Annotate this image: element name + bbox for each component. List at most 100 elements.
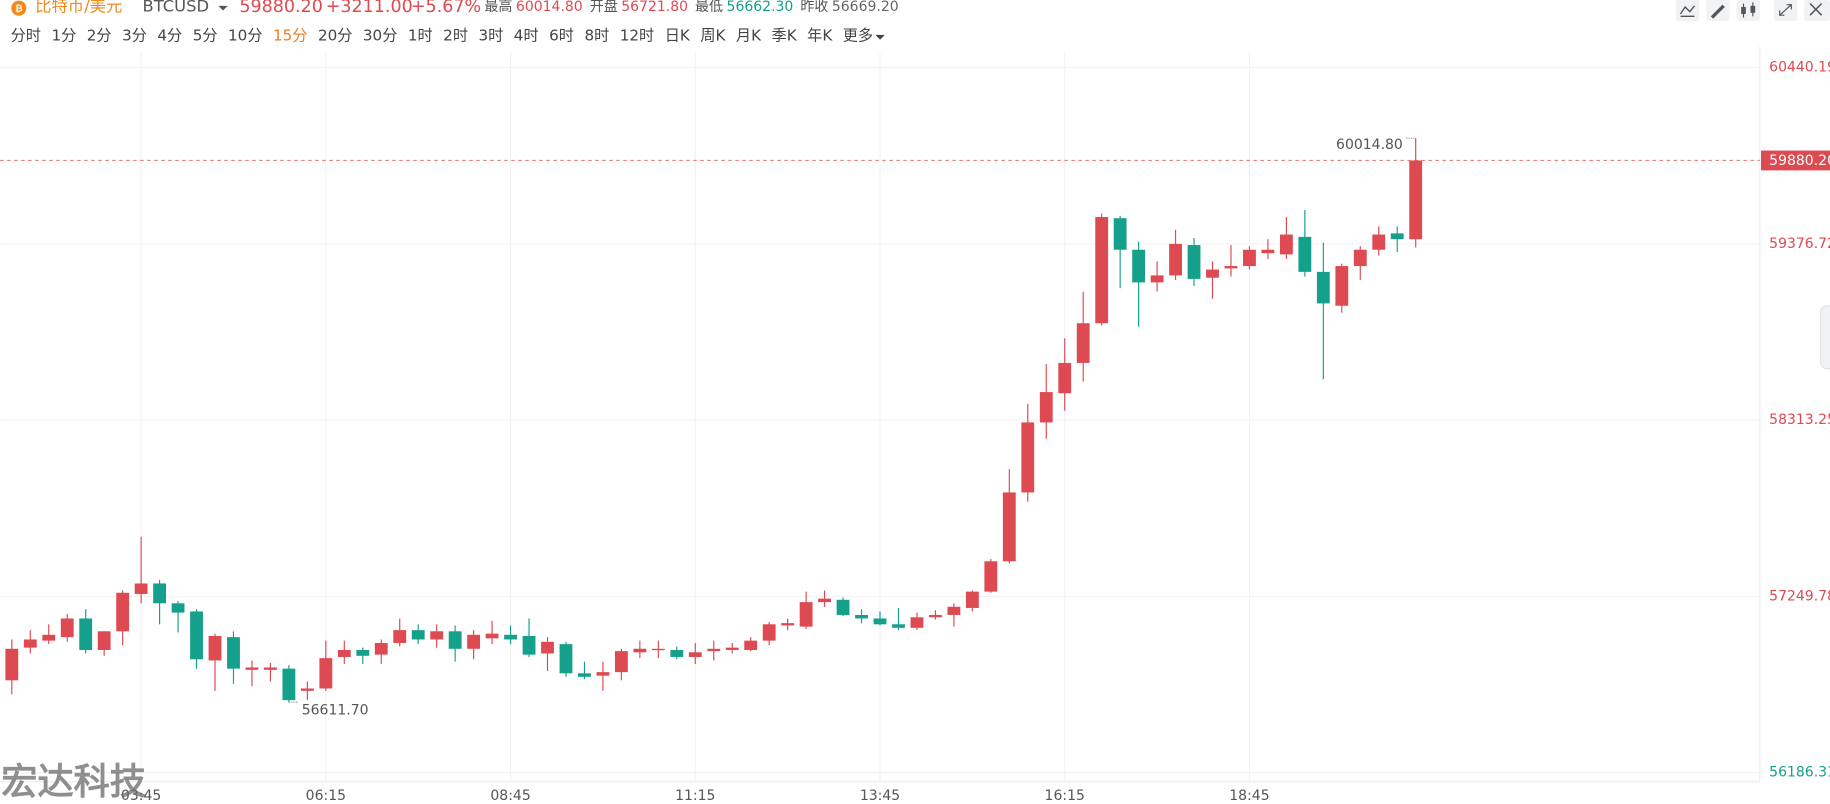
interval-tab[interactable]: 6时 — [549, 27, 574, 45]
stat-value: 60014.80 — [516, 0, 583, 15]
candle-body — [1095, 217, 1109, 324]
interval-tab[interactable]: 15分 — [273, 27, 307, 45]
candle-body — [984, 561, 998, 592]
stat-value: 56669.20 — [832, 0, 899, 15]
interval-tab[interactable]: 20分 — [318, 27, 352, 45]
interval-tab[interactable]: 1时 — [408, 27, 433, 45]
interval-tab[interactable]: 周K — [700, 27, 726, 45]
tool-fullscreen-icon — [1779, 4, 1792, 16]
candle-body — [430, 631, 444, 640]
candle-body — [965, 591, 979, 608]
interval-tab[interactable]: 年K — [807, 27, 833, 45]
candle-body — [1335, 266, 1349, 306]
candle-body — [1316, 271, 1330, 304]
interval-tab[interactable]: 3时 — [479, 27, 504, 45]
tool-close-icon — [1809, 2, 1823, 16]
candle-body — [245, 667, 259, 670]
candle-body — [892, 624, 905, 628]
candle-body — [1243, 249, 1256, 267]
interval-tab[interactable]: 分时 — [11, 27, 41, 45]
interval-tab[interactable]: 2时 — [443, 27, 468, 45]
candle-body — [1409, 160, 1423, 240]
candle-body — [1298, 236, 1312, 272]
interval-tab[interactable]: 10分 — [228, 27, 262, 45]
candle-body — [1058, 362, 1072, 394]
toolbar — [1675, 0, 1830, 22]
tool-indicator-icon — [1679, 5, 1696, 18]
stat-value: 56721.80 — [621, 0, 688, 15]
candle-body — [744, 640, 758, 650]
candle-body — [873, 618, 887, 625]
interval-tab[interactable]: 1分 — [51, 27, 76, 45]
x-tick-label: 08:45 — [490, 788, 530, 804]
candle-body — [1206, 269, 1219, 278]
x-tick-label: 03:45 — [121, 788, 161, 804]
candle-body — [578, 673, 591, 677]
candle-body — [1076, 323, 1090, 363]
interval-tab[interactable]: 更多 — [843, 27, 873, 45]
last-price-tag — [1761, 150, 1830, 171]
tool-candle[interactable] — [1736, 0, 1760, 22]
side-handle[interactable] — [1819, 305, 1830, 370]
candle-body — [5, 648, 19, 681]
price-change: +3211.00 — [326, 0, 413, 17]
x-tick-label: 18:45 — [1229, 788, 1269, 804]
candle-body — [929, 614, 942, 618]
y-tick-label: 59376.72 — [1769, 236, 1830, 252]
candle-body — [633, 648, 647, 653]
y-tick-label: 60440.19 — [1769, 60, 1830, 76]
candle-body — [467, 634, 481, 649]
candle-body — [356, 649, 370, 656]
watermark: 宏达科技 — [1, 760, 146, 803]
interval-tab[interactable]: 12时 — [620, 27, 654, 45]
high-annotation: 60014.80 — [1336, 137, 1403, 153]
asset-symbol[interactable]: BTCUSD — [143, 0, 210, 16]
interval-tab[interactable]: 2分 — [87, 27, 112, 45]
x-tick-label: 16:15 — [1045, 788, 1085, 804]
candle-body — [762, 624, 776, 641]
candle-body — [374, 642, 388, 655]
coin-icon — [11, 0, 27, 16]
candle-body — [190, 611, 203, 660]
candle-body — [1353, 249, 1367, 267]
candle-body — [725, 647, 739, 650]
candle-body — [707, 648, 721, 652]
candle-body — [485, 633, 499, 639]
stat-value: 56662.30 — [727, 0, 794, 15]
interval-tab[interactable]: 3分 — [122, 27, 147, 45]
symbol-dropdown[interactable] — [218, 5, 228, 11]
interval-tab[interactable]: 日K — [665, 27, 691, 45]
plot-area: 60440.19 59376.72 58313.25 57249.78 56186.31… — [0, 46, 1830, 804]
interval-tab[interactable]: 月K — [736, 27, 762, 45]
candle-body — [781, 623, 795, 626]
asset-name[interactable]: 比特币/美元 — [35, 0, 122, 16]
candle-body — [1113, 218, 1127, 250]
interval-tab[interactable]: 4分 — [157, 27, 182, 45]
stat-label: 最高 — [484, 0, 512, 15]
candle-body — [559, 644, 573, 674]
candle-body — [504, 634, 517, 640]
y-tick-label: 57249.78 — [1769, 588, 1830, 604]
candle-body — [1187, 245, 1201, 279]
more-dropdown[interactable] — [875, 35, 885, 40]
interval-tab[interactable]: 季K — [772, 27, 798, 45]
candle-body — [799, 602, 813, 627]
interval-tab[interactable]: 8时 — [584, 27, 609, 45]
last-price-label: 59880.20 — [1769, 153, 1830, 169]
x-tick-label: 13:45 — [860, 788, 900, 804]
y-tick-label: 58313.25 — [1769, 412, 1830, 428]
candle-body — [300, 688, 314, 691]
candle-body — [1261, 249, 1275, 254]
interval-tab[interactable]: 4时 — [514, 27, 539, 45]
tool-indicator[interactable] — [1675, 0, 1700, 22]
interval-tab[interactable]: 30分 — [363, 27, 397, 45]
candle-body — [319, 658, 333, 689]
candle-body — [411, 630, 425, 640]
interval-tab[interactable]: 5分 — [193, 27, 218, 45]
candle-body — [1169, 243, 1182, 276]
candle-body — [97, 631, 111, 650]
candle-body — [23, 639, 37, 648]
candle-body — [393, 630, 407, 643]
